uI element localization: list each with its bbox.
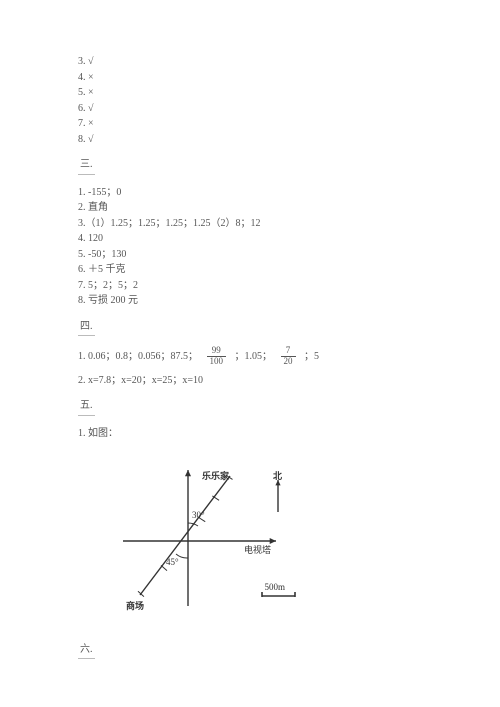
section-6-heading: 六. (78, 642, 500, 660)
direction-diagram: 30° 45° 乐乐家电视塔商场 北 500m (78, 456, 500, 632)
svg-text:电视塔: 电视塔 (244, 544, 271, 555)
s3-a7: 7. 5；2；5；2 (78, 278, 500, 294)
direction-diagram-svg: 30° 45° 乐乐家电视塔商场 北 500m (78, 456, 318, 626)
s3-a3: 3.（1）1.25；1.25；1.25；1.25（2）8；12 (78, 216, 500, 232)
s2-item-5: 5. × (78, 85, 500, 101)
s2-item-8: 8. √ (78, 132, 500, 148)
s4-a1-post: ；5 (304, 349, 319, 365)
s4-a1: 1. 0.06；0.8；0.056；87.5； 99 100 ；1.05； 7 … (78, 346, 500, 367)
section-4-heading: 四. (78, 319, 500, 337)
s2-item-4: 4. × (78, 70, 500, 86)
s2-item-7: 7. × (78, 116, 500, 132)
section-3-heading-text: 三. (78, 157, 95, 175)
section-5-heading-text: 五. (78, 398, 95, 416)
fraction-99-100: 99 100 (207, 346, 227, 367)
s3-a5: 5. -50；130 (78, 247, 500, 263)
s3-a2: 2. 直角 (78, 200, 500, 216)
section-4-answers: 1. 0.06；0.8；0.056；87.5； 99 100 ；1.05； 7 … (78, 346, 500, 388)
s2-item-6: 6. √ (78, 101, 500, 117)
section-5-heading: 五. (78, 398, 500, 416)
section-3-heading: 三. (78, 157, 500, 175)
svg-text:45°: 45° (166, 557, 179, 567)
svg-text:乐乐家: 乐乐家 (202, 470, 230, 481)
section-3-answers: 1. -155；0 2. 直角 3.（1）1.25；1.25；1.25；1.25… (78, 185, 500, 309)
s4-a1-mid: ；1.05； (235, 349, 273, 365)
section-6-heading-text: 六. (78, 642, 95, 660)
svg-text:30°: 30° (192, 510, 205, 520)
section-5-answers: 1. 如图： (78, 426, 500, 442)
fraction-7-20: 7 20 (281, 346, 296, 367)
svg-text:500m: 500m (265, 582, 286, 592)
s3-a1: 1. -155；0 (78, 185, 500, 201)
s2-item-3: 3. √ (78, 54, 500, 70)
section-2-continued: 3. √ 4. × 5. × 6. √ 7. × 8. √ (78, 54, 500, 147)
frac2-den: 20 (281, 356, 296, 367)
s3-a6: 6. ＋5 千克 (78, 262, 500, 278)
s5-a1: 1. 如图： (78, 426, 500, 442)
svg-text:商场: 商场 (126, 600, 144, 611)
section-4-heading-text: 四. (78, 319, 95, 337)
frac2-num: 7 (281, 346, 296, 356)
s4-a2: 2. x=7.8；x=20；x=25；x=10 (78, 373, 500, 389)
s3-a8: 8. 亏损 200 元 (78, 293, 500, 309)
s4-a1-pre: 1. 0.06；0.8；0.056；87.5； (78, 349, 198, 365)
svg-text:北: 北 (273, 470, 282, 481)
frac1-den: 100 (207, 356, 227, 367)
s3-a4: 4. 120 (78, 231, 500, 247)
frac1-num: 99 (207, 346, 227, 356)
